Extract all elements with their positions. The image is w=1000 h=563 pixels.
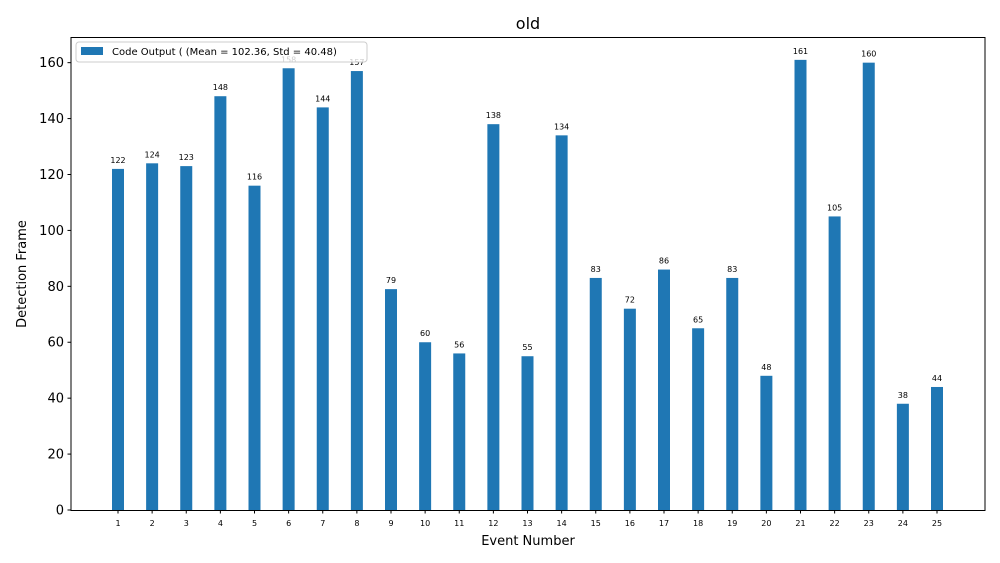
x-axis-label: Event Number: [481, 534, 575, 549]
bar-5: [248, 185, 261, 510]
bar-10: [419, 342, 432, 510]
bar-value-label-8: 157: [349, 58, 364, 67]
bar-17: [658, 269, 670, 510]
bar-8: [350, 71, 363, 510]
x-tick-label-6: 6: [286, 519, 291, 528]
legend-swatch: [81, 47, 103, 55]
bar-value-label-13: 55: [522, 343, 532, 352]
x-tick-label-10: 10: [420, 519, 430, 528]
bar-value-label-18: 65: [693, 315, 703, 324]
x-tick-label-3: 3: [184, 519, 189, 528]
y-tick-label-100: 100: [39, 224, 64, 239]
x-tick-label-19: 19: [727, 519, 737, 528]
bar-value-label-5: 116: [247, 173, 262, 182]
x-tick-label-15: 15: [591, 519, 601, 528]
bar-24: [896, 403, 909, 510]
bar-9: [385, 289, 397, 510]
bar-13: [521, 356, 534, 510]
x-tick-label-2: 2: [150, 519, 155, 528]
bar-11: [453, 353, 466, 510]
x-tick-label-24: 24: [898, 519, 908, 528]
bar-15: [589, 277, 602, 510]
x-tick-label-5: 5: [252, 519, 257, 528]
x-tick-label-16: 16: [625, 519, 635, 528]
bar-14: [555, 135, 568, 510]
legend-frame: [75, 41, 368, 63]
x-tick-label-1: 1: [115, 519, 120, 528]
bar-value-label-16: 72: [625, 296, 635, 305]
x-tick-label-20: 20: [761, 519, 771, 528]
bar-20: [760, 375, 773, 510]
bar-value-label-15: 83: [591, 265, 601, 274]
plot-frame: [70, 37, 986, 511]
x-tick-label-14: 14: [557, 519, 567, 528]
bar-value-label-25: 44: [932, 374, 942, 383]
bar-value-label-23: 160: [861, 50, 876, 59]
bar-value-label-1: 122: [110, 156, 125, 165]
y-tick-label-60: 60: [47, 336, 64, 351]
bar-value-label-11: 56: [454, 340, 464, 349]
chart-title: old: [516, 14, 540, 33]
x-tick-label-21: 21: [795, 519, 805, 528]
y-tick-label-140: 140: [39, 112, 64, 127]
bar-4: [214, 96, 227, 511]
bar-3: [180, 166, 193, 510]
bar-value-label-24: 38: [898, 391, 908, 400]
x-tick-label-9: 9: [388, 519, 393, 528]
bar-6: [282, 68, 295, 510]
bar-7: [316, 107, 329, 510]
x-tick-label-8: 8: [354, 519, 359, 528]
y-tick-label-40: 40: [47, 392, 64, 407]
x-tick-label-18: 18: [693, 519, 703, 528]
x-tick-label-4: 4: [218, 519, 223, 528]
bar-value-label-17: 86: [659, 257, 669, 266]
y-tick-label-120: 120: [39, 168, 64, 183]
bar-value-label-19: 83: [727, 265, 737, 274]
bar-22: [828, 216, 841, 510]
bar-25: [931, 386, 943, 510]
bars-group: [112, 59, 943, 511]
x-tick-label-11: 11: [454, 519, 464, 528]
x-tick-label-17: 17: [659, 519, 669, 528]
x-tick-label-12: 12: [488, 519, 498, 528]
bar-value-label-2: 124: [144, 150, 159, 159]
bar-16: [623, 308, 636, 510]
bar-18: [692, 328, 705, 510]
bar-21: [794, 59, 807, 511]
bar-value-label-4: 148: [213, 83, 228, 92]
y-tick-label-160: 160: [39, 56, 64, 71]
x-tick-label-22: 22: [830, 519, 840, 528]
bar-19: [726, 277, 739, 510]
legend: Code Output ( (Mean = 102.36, Std = 40.4…: [75, 41, 368, 63]
x-tick-label-7: 7: [320, 519, 325, 528]
bar-value-label-7: 144: [315, 94, 330, 103]
bar-value-label-3: 123: [179, 153, 194, 162]
bar-12: [487, 124, 500, 510]
bar-value-label-12: 138: [486, 111, 501, 120]
bar-value-label-10: 60: [420, 329, 430, 338]
y-tick-label-0: 0: [56, 504, 64, 519]
bar-value-label-14: 134: [554, 122, 569, 131]
bar-1: [112, 168, 124, 510]
bar-2: [146, 163, 159, 511]
bar-value-label-9: 79: [386, 276, 396, 285]
y-axis: 0 20 40 60 80 100 120 140 160: [39, 56, 71, 519]
legend-label: Code Output ( (Mean = 102.36, Std = 40.4…: [112, 47, 337, 58]
bar-value-label-22: 105: [827, 203, 842, 212]
y-tick-label-80: 80: [47, 280, 64, 295]
bar-value-label-20: 48: [761, 363, 771, 372]
y-axis-label: Detection Frame: [15, 220, 30, 328]
x-tick-label-13: 13: [522, 519, 532, 528]
y-tick-label-20: 20: [47, 448, 64, 463]
x-tick-label-25: 25: [932, 519, 942, 528]
bar-value-label-21: 161: [793, 47, 808, 56]
bar-23: [862, 62, 875, 511]
x-tick-label-23: 23: [864, 519, 874, 528]
